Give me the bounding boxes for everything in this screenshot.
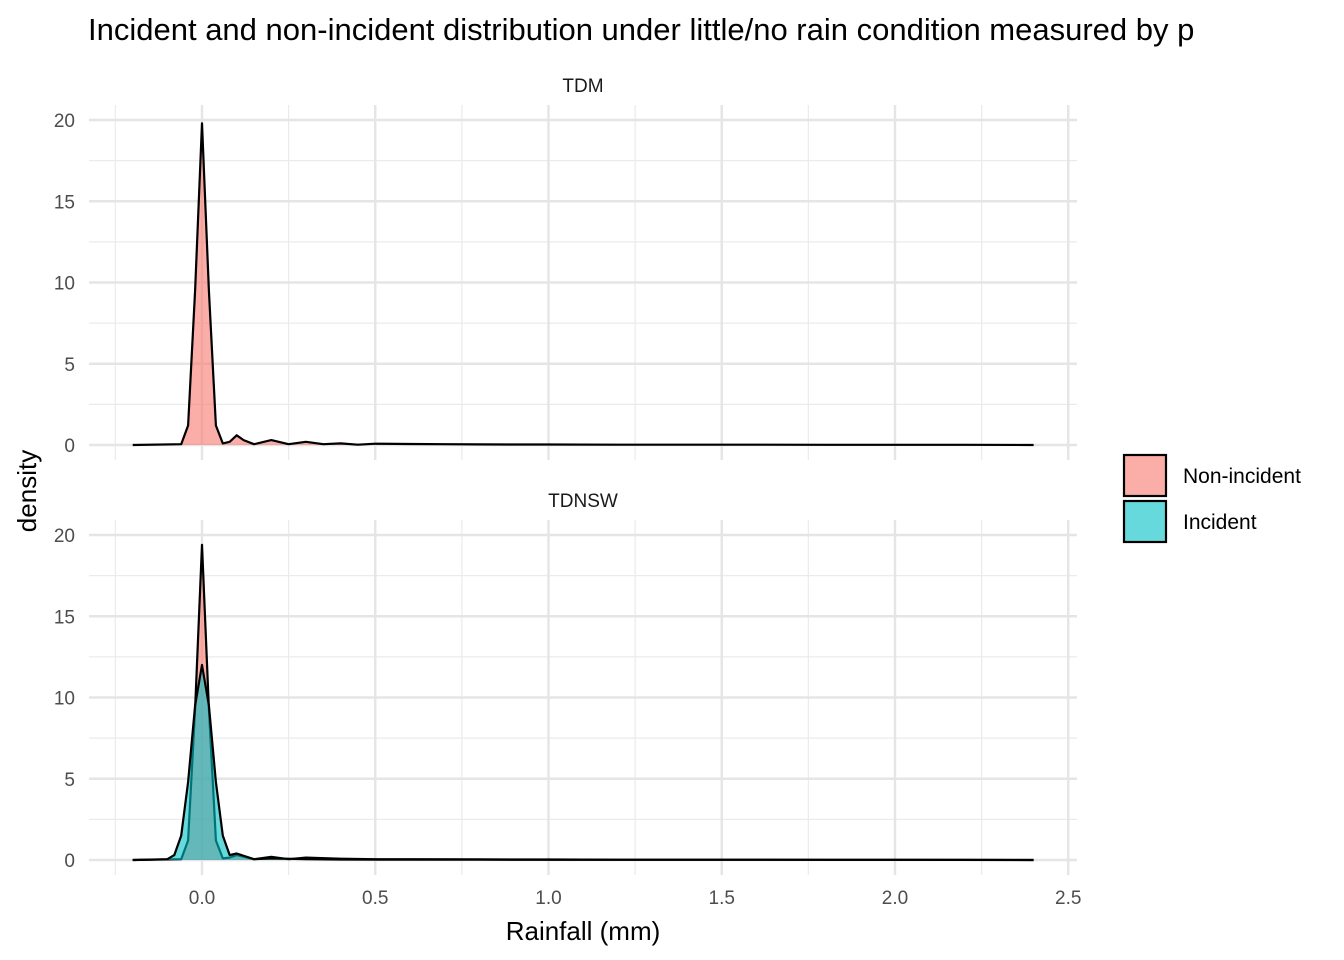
y-tick-label: 15 xyxy=(54,192,75,213)
legend-key-non-incident xyxy=(1122,453,1168,498)
y-tick-label: 5 xyxy=(64,770,75,791)
facet-panels: TDM 0 5 10 15 20 TDNSW 0 5 10 15 20 0.0 0.5 1.0 1.5 2.0 2… xyxy=(54,76,1082,909)
chart-title: Incident and non-incident distribution u… xyxy=(88,12,1194,47)
y-tick-label: 0 xyxy=(64,436,75,457)
x-tick-label: 1.0 xyxy=(535,888,561,909)
y-axis-title: density xyxy=(12,450,42,532)
density-line-non-incident xyxy=(132,543,1034,862)
y-tick-label: 0 xyxy=(64,851,75,872)
density-area-non-incident xyxy=(132,544,1034,860)
panel-tdm: TDM 0 5 10 15 20 xyxy=(54,76,1077,460)
strip-label: TDM xyxy=(562,76,603,97)
x-tick-label: 0.0 xyxy=(189,888,215,909)
x-tick-label: 2.5 xyxy=(1055,888,1081,909)
legend-label: Incident xyxy=(1183,511,1257,534)
x-tick-label: 2.0 xyxy=(882,888,908,909)
density-line-incident xyxy=(132,663,1034,862)
y-tick-label: 10 xyxy=(54,689,75,710)
x-axis-title: Rainfall (mm) xyxy=(506,916,661,946)
y-tick-label: 5 xyxy=(64,355,75,376)
density-area-non-incident xyxy=(132,123,1034,446)
density-line-non-incident xyxy=(132,122,1034,447)
legend: Non-incident Incident xyxy=(1122,453,1301,544)
density-area-incident xyxy=(132,665,1034,860)
y-tick-label: 15 xyxy=(54,607,75,628)
x-tick-label: 0.5 xyxy=(362,888,388,909)
legend-key-incident xyxy=(1122,499,1168,544)
legend-label: Non-incident xyxy=(1183,465,1301,488)
y-tick-label: 20 xyxy=(54,526,75,547)
strip-label: TDNSW xyxy=(548,491,618,512)
y-tick-label: 10 xyxy=(54,274,75,295)
y-tick-label: 20 xyxy=(54,111,75,132)
panel-tdnsw: TDNSW 0 5 10 15 20 xyxy=(54,491,1077,875)
x-tick-label: 1.5 xyxy=(709,888,735,909)
